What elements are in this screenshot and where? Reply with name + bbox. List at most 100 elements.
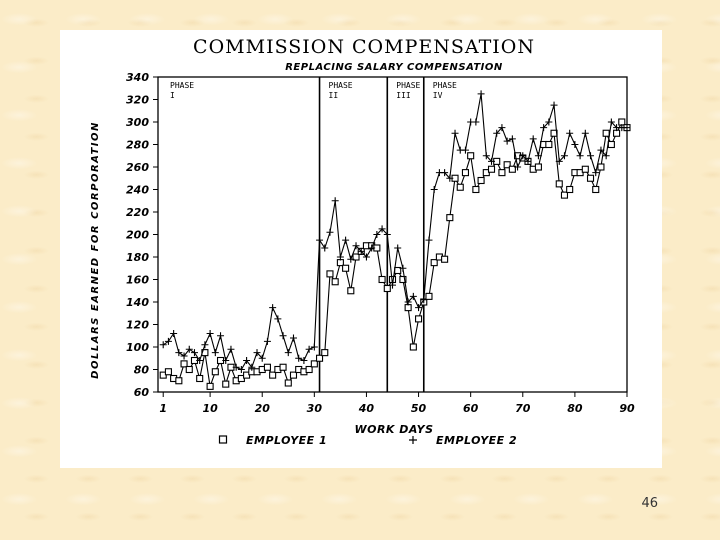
data-point-square	[607, 140, 615, 149]
y-tick-label: 80	[134, 364, 150, 377]
y-tick-label: 120	[126, 319, 149, 332]
data-point-square	[545, 140, 553, 149]
phase-label: PHASE	[170, 81, 194, 90]
data-point-square	[289, 371, 298, 379]
data-point-plus	[222, 357, 230, 364]
legend-marker-square	[218, 435, 228, 444]
data-point-plus	[258, 354, 266, 362]
slide-panel: COMMISSION COMPENSATION REPLACING SALARY…	[60, 30, 662, 468]
y-tick-label: 300	[126, 116, 149, 129]
data-point-plus	[581, 129, 589, 137]
data-point-plus	[519, 152, 527, 160]
data-point-square	[342, 264, 350, 272]
data-point-plus	[342, 236, 350, 244]
data-point-square	[326, 270, 334, 278]
data-point-plus	[592, 169, 600, 177]
y-tick-label: 100	[126, 341, 149, 354]
data-point-plus	[571, 141, 579, 148]
data-point-plus	[555, 157, 563, 165]
data-point-square	[560, 191, 569, 199]
data-point-square	[566, 185, 574, 194]
data-point-square	[456, 183, 464, 191]
data-point-square	[269, 371, 277, 379]
plot-frame	[157, 76, 628, 393]
data-point-square	[409, 343, 417, 351]
data-point-square	[378, 275, 386, 284]
phase-label: PHASE	[433, 81, 457, 90]
data-point-square	[503, 161, 511, 169]
data-point-plus	[587, 152, 595, 160]
data-point-plus	[576, 152, 584, 160]
legend: EMPLOYEE 1 EMPLOYEE 2	[218, 434, 517, 447]
legend-label-employee-2: EMPLOYEE 2	[436, 434, 517, 447]
data-point-plus	[602, 152, 610, 160]
data-point-square	[331, 278, 339, 286]
x-tick-label: 1	[159, 402, 167, 415]
data-point-plus	[248, 363, 256, 371]
data-point-plus	[362, 253, 370, 261]
data-point-plus	[503, 137, 511, 145]
data-point-plus	[336, 253, 344, 261]
series-layer	[159, 90, 631, 390]
data-point-plus	[607, 118, 615, 126]
phase-label: PHASE	[329, 81, 353, 90]
data-point-plus	[430, 186, 438, 193]
data-point-plus	[488, 157, 496, 165]
data-point-plus	[232, 363, 240, 371]
data-point-plus	[566, 129, 574, 137]
data-point-plus	[493, 129, 501, 137]
x-tick-label: 90	[619, 402, 635, 415]
x-tick-label: 60	[463, 402, 479, 415]
data-point-plus	[310, 343, 318, 351]
y-tick-label: 320	[126, 94, 149, 107]
y-tick-label: 340	[126, 71, 149, 84]
data-point-square	[321, 349, 329, 357]
data-point-plus	[389, 281, 396, 289]
y-tick-label: 200	[126, 229, 149, 242]
data-point-square	[352, 253, 360, 261]
data-point-plus	[446, 174, 454, 182]
data-point-plus	[357, 247, 365, 255]
phase-number: I	[170, 91, 175, 100]
data-point-square	[534, 163, 542, 171]
data-point-square	[592, 185, 600, 194]
data-point-square	[477, 176, 485, 185]
data-point-square	[180, 360, 188, 368]
data-point-square	[446, 214, 454, 222]
data-point-plus	[180, 352, 188, 360]
data-point-square	[472, 185, 480, 194]
data-point-square	[284, 379, 292, 387]
data-point-plus	[269, 304, 277, 312]
data-point-plus	[540, 124, 548, 132]
data-point-plus	[399, 264, 407, 272]
data-point-plus	[279, 332, 287, 340]
x-tick-label: 50	[411, 402, 427, 415]
phase-number: II	[329, 91, 339, 100]
data-point-square	[613, 129, 621, 137]
chart: COMMISSION COMPENSATION REPLACING SALARY…	[90, 36, 635, 447]
data-point-square	[185, 365, 193, 374]
chart-title: COMMISSION COMPENSATION	[193, 36, 535, 58]
data-point-square	[164, 368, 172, 376]
data-point-plus	[472, 118, 480, 126]
data-point-plus	[415, 304, 423, 312]
x-tick-label: 40	[358, 402, 375, 415]
data-point-square	[383, 284, 391, 293]
data-point-square	[315, 354, 324, 362]
data-point-square	[555, 180, 563, 188]
data-point-plus	[211, 349, 219, 357]
data-point-plus	[316, 236, 324, 244]
data-point-plus	[253, 349, 261, 357]
y-tick-label: 160	[126, 274, 149, 287]
y-tick-label: 180	[126, 251, 149, 264]
y-tick-label: 260	[126, 161, 149, 174]
data-point-square	[399, 275, 407, 284]
data-point-plus	[321, 244, 329, 252]
data-point-square	[430, 259, 438, 267]
data-point-plus	[201, 341, 209, 349]
x-tick-label: 30	[307, 402, 323, 415]
data-point-square	[222, 380, 230, 388]
phase-number: III	[396, 91, 411, 100]
data-point-plus	[274, 315, 282, 323]
data-point-square	[602, 129, 610, 137]
